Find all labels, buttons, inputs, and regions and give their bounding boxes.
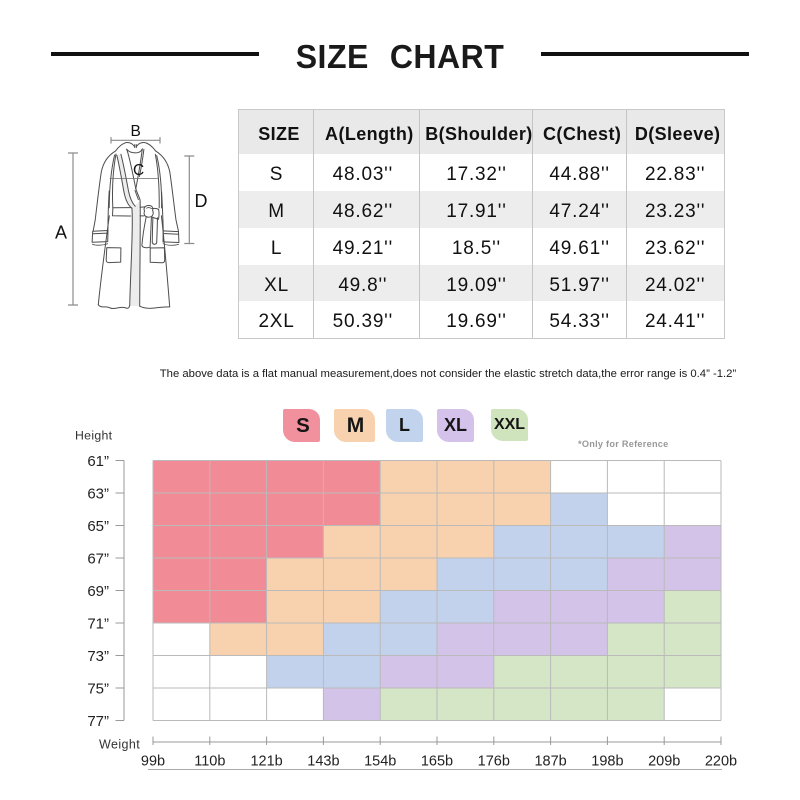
svg-text:154b: 154b — [364, 754, 396, 770]
svg-text:69”: 69” — [87, 583, 109, 600]
svg-text:A: A — [55, 223, 67, 243]
svg-text:187b: 187b — [534, 754, 566, 770]
svg-text:176b: 176b — [478, 754, 510, 770]
svg-text:209b: 209b — [648, 754, 680, 770]
svg-text:Weight: Weight — [99, 738, 140, 752]
svg-text:77”: 77” — [87, 713, 109, 730]
svg-text:143b: 143b — [307, 754, 339, 770]
svg-text:B: B — [131, 123, 141, 140]
svg-text:198b: 198b — [591, 754, 623, 770]
svg-text:75”: 75” — [87, 680, 109, 697]
svg-text:65”: 65” — [87, 518, 109, 535]
svg-text:220b: 220b — [705, 754, 737, 770]
svg-text:C: C — [133, 162, 144, 179]
svg-text:110b: 110b — [194, 754, 225, 770]
svg-text:73”: 73” — [87, 648, 109, 665]
svg-text:99b: 99b — [141, 754, 165, 770]
svg-text:Height: Height — [75, 429, 113, 443]
svg-text:67”: 67” — [87, 550, 109, 567]
svg-text:165b: 165b — [421, 754, 453, 770]
svg-text:D: D — [195, 191, 208, 211]
svg-text:61”: 61” — [87, 453, 109, 470]
svg-text:121b: 121b — [250, 754, 282, 770]
svg-text:71”: 71” — [87, 615, 109, 632]
svg-text:63”: 63” — [87, 485, 109, 502]
